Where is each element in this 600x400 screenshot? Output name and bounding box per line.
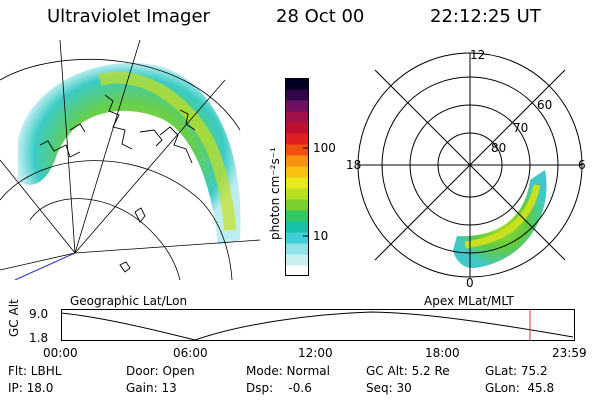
- polar-panel-label: Apex MLat/MLT: [424, 294, 514, 308]
- lat-label-80: 80: [491, 141, 507, 155]
- info-mode: Mode: Normal: [246, 364, 330, 378]
- colorbar-segment: [285, 144, 309, 156]
- colorbar-segment: [285, 265, 309, 277]
- info-dsp: Dsp: -0.6: [246, 381, 312, 395]
- geographic-map: [0, 40, 260, 280]
- colorbar-tick-100: 100: [313, 141, 336, 155]
- altitude-plot: [60, 309, 575, 341]
- colorbar-segment: [285, 177, 309, 189]
- info-glat: GLat: 75.2: [485, 364, 548, 378]
- mlt-label-06: 6: [578, 158, 586, 172]
- colorbar-segment: [285, 188, 309, 200]
- colorbar-segment: [285, 155, 309, 167]
- colorbar-segment: [285, 111, 309, 123]
- colorbar-segment: [285, 221, 309, 233]
- mlt-label-12: 12: [470, 48, 486, 62]
- altitude-curve: [60, 311, 574, 341]
- colorbar-segment: [285, 133, 309, 145]
- colorbar-segment: [285, 122, 309, 134]
- altitude-x-tick-0000: 00:00: [43, 346, 78, 360]
- info-door: Door: Open: [126, 364, 195, 378]
- colorbar-segment: [285, 78, 309, 90]
- altitude-y-low: 1.8: [29, 331, 49, 345]
- info-seq: Seq: 30: [366, 381, 412, 395]
- info-gain: Gain: 13: [126, 381, 177, 395]
- image-date: 28 Oct 00: [276, 6, 365, 27]
- altitude-x-tick-1200: 12:00: [298, 346, 333, 360]
- imager-title: Ultraviolet Imager: [47, 6, 210, 27]
- aurora-band: [18, 62, 241, 246]
- altitude-y-high: 9.0: [29, 307, 49, 321]
- altitude-ylabel: GC Alt: [7, 299, 21, 337]
- colorbar-segment: [285, 210, 309, 222]
- lat-label-70: 70: [513, 121, 529, 135]
- colorbar-tick-10: 10: [313, 229, 329, 243]
- altitude-x-tick-2359: 23:59: [552, 346, 587, 360]
- info-filter: Flt: LBHL: [8, 364, 62, 378]
- colorbar-segment: [285, 89, 309, 101]
- lat-label-60: 60: [537, 98, 553, 112]
- info-ip: IP: 18.0: [8, 381, 54, 395]
- colorbar-segment: [285, 243, 309, 255]
- colorbar-segment: [285, 254, 309, 266]
- info-glon: GLon: 45.8: [485, 381, 555, 395]
- altitude-x-tick-0600: 06:00: [173, 346, 208, 360]
- colorbar-segment: [285, 166, 309, 178]
- colorbar-unit-label: photon cm⁻²s⁻¹: [268, 147, 282, 240]
- colorbar: [285, 78, 309, 277]
- altitude-x-tick-1800: 18:00: [425, 346, 460, 360]
- mlt-label-00: 0: [466, 276, 474, 290]
- colorbar-segment: [285, 199, 309, 211]
- colorbar-segment: [285, 100, 309, 112]
- info-gc-alt: GC Alt: 5.2 Re: [366, 364, 450, 378]
- polar-plot: [357, 52, 583, 278]
- colorbar-segment: [285, 232, 309, 244]
- image-time: 22:12:25 UT: [430, 6, 541, 27]
- geo-panel-label: Geographic Lat/Lon: [70, 294, 188, 308]
- mlt-label-18: 18: [346, 158, 362, 172]
